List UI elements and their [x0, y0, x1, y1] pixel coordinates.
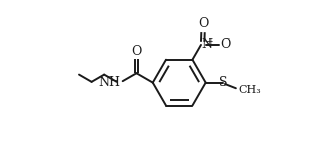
Text: ⁻: ⁻	[224, 36, 230, 45]
Text: CH₃: CH₃	[238, 85, 261, 95]
Text: N: N	[202, 38, 213, 51]
Text: NH: NH	[98, 76, 120, 89]
Text: S: S	[219, 76, 228, 89]
Text: O: O	[198, 17, 208, 30]
Text: +: +	[205, 37, 213, 46]
Text: O: O	[221, 38, 231, 51]
Text: O: O	[131, 44, 142, 58]
